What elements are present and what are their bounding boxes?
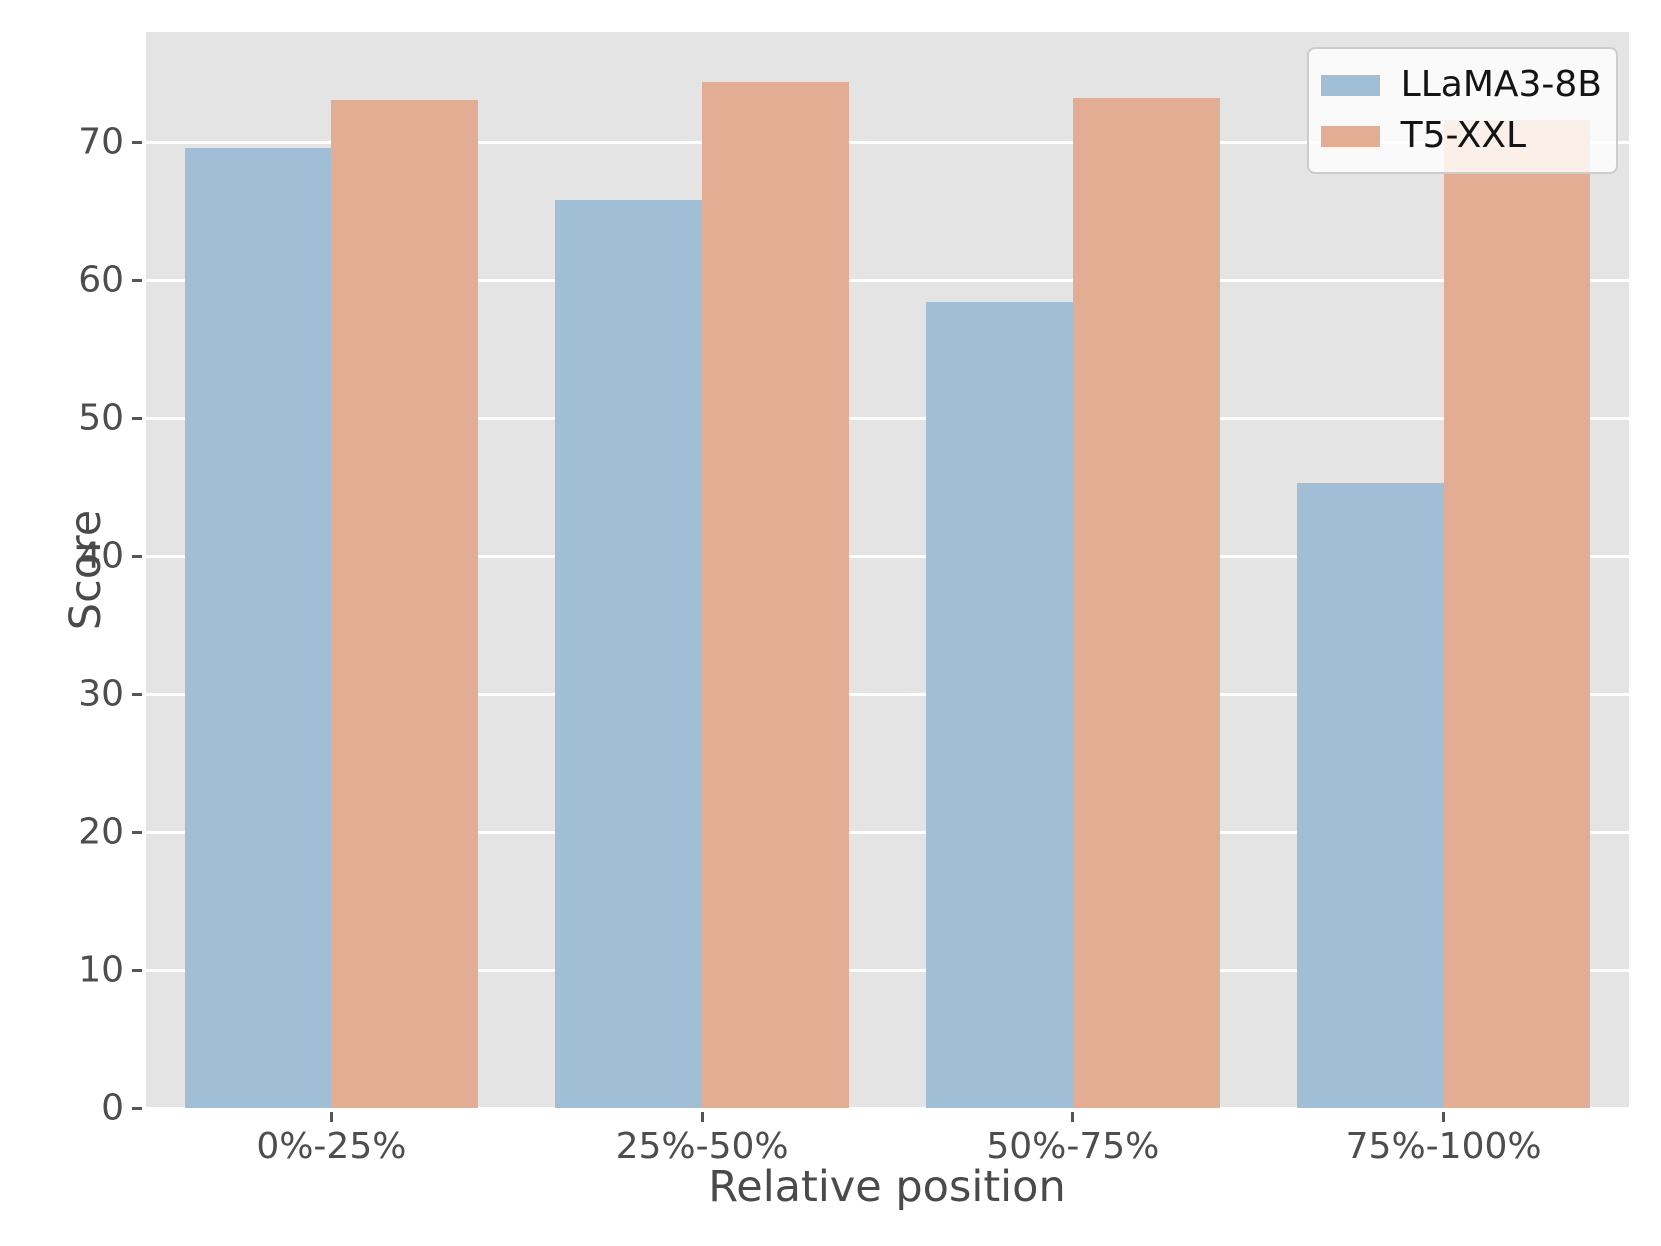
bar-llama3-8b [184,147,332,1108]
y-tick-mark [132,968,142,972]
x-tick-label: 25%-50% [615,1126,789,1167]
x-tick-mark [700,1112,704,1122]
gridline [146,968,1629,972]
x-tick-label: 0%-25% [256,1126,407,1167]
y-tick-label: 50 [78,397,124,439]
legend-item: LLaMA3-8B [1320,62,1602,108]
gridline [146,416,1629,420]
y-axis-label: Score [61,509,112,631]
gridline [146,140,1629,144]
gridline [146,554,1629,558]
bar-t5-xxl [702,81,849,1108]
y-tick-mark [132,1106,142,1110]
legend: LLaMA3-8B T5-XXL [1306,47,1618,174]
y-tick-label: 10 [78,949,124,991]
y-tick-mark [132,830,142,834]
legend-swatch-icon [1320,74,1380,96]
y-tick-mark [132,278,142,282]
x-axis-label: Relative position [708,1162,1066,1212]
plot-area: 0 10 20 30 40 50 60 70 0%-25% 25%-50% 50%-75% 75%-1… [78,32,1629,1167]
bar-t5-xxl [331,99,479,1108]
y-tick-label: 60 [78,259,124,301]
y-tick-label: 30 [78,673,124,715]
y-tick-label: 40 [78,535,124,577]
y-tick-label: 20 [78,811,124,853]
x-tick-label: 75%-100% [1345,1126,1542,1167]
gridline [146,830,1629,834]
y-tick-label: 70 [78,121,124,163]
legend-swatch-icon [1320,125,1380,147]
bar-llama3-8b [926,302,1073,1108]
legend-label: T5-XXL [1400,115,1527,156]
bar-t5-xxl [1443,120,1591,1108]
x-tick-label: 50%-75% [986,1126,1160,1167]
y-tick-mark [132,416,142,420]
bar-llama3-8b [1296,483,1444,1108]
y-tick-label: 0 [101,1087,124,1129]
legend-item: T5-XXL [1320,113,1602,159]
y-tick-mark [132,692,142,696]
gridline [146,692,1629,696]
gridline [146,1106,1629,1110]
gridline [146,278,1629,282]
bar-t5-xxl [1072,98,1220,1108]
bar-llama3-8b [555,200,703,1108]
y-tick-mark [132,140,142,144]
x-tick-mark [1442,1112,1446,1122]
x-tick-mark [329,1112,333,1122]
x-tick-mark [1071,1112,1075,1122]
legend-label: LLaMA3-8B [1400,64,1602,105]
y-tick-mark [132,554,142,558]
